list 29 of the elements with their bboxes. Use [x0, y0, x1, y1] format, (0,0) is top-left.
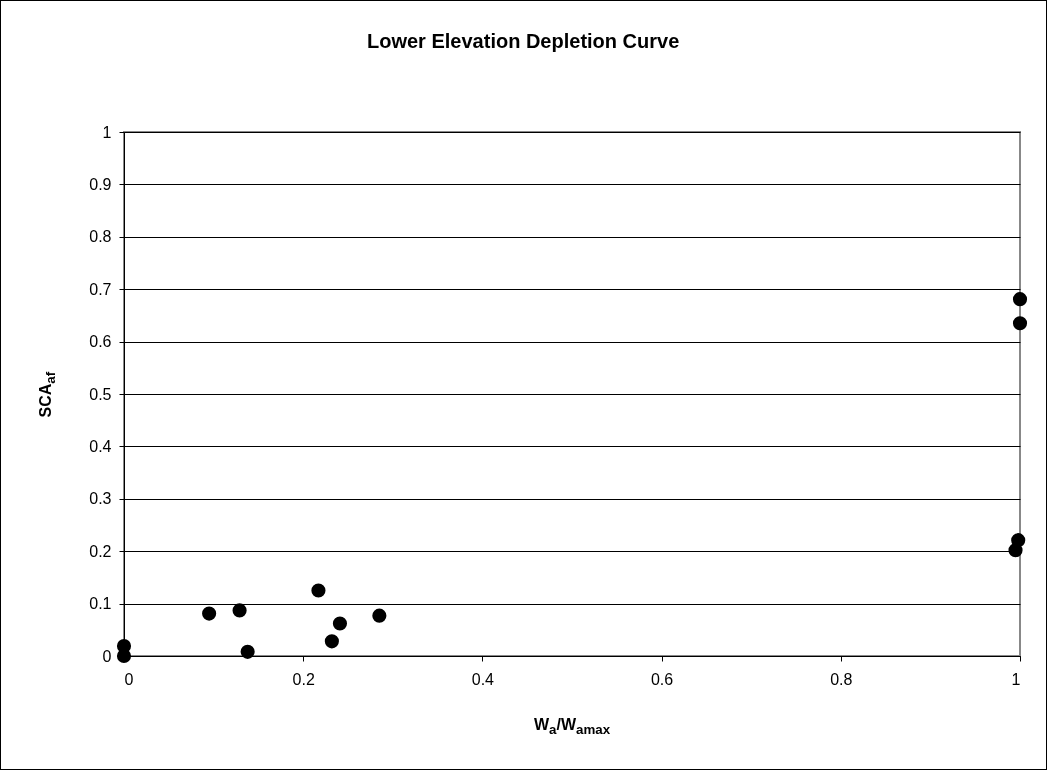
point [311, 583, 326, 598]
point [1012, 316, 1028, 331]
point [202, 606, 217, 621]
point [332, 616, 348, 631]
point [232, 603, 247, 618]
x-tick-label: 0.6 [650, 670, 674, 688]
y-tick-label: 0.2 [89, 542, 112, 560]
x-tick-label: 0.8 [830, 670, 853, 688]
y-tick-label: 0.5 [89, 385, 112, 403]
point [324, 634, 339, 649]
y-tick-label: 1 [102, 123, 112, 141]
x-tick-label: 0 [124, 670, 134, 688]
x-axis-title: W$_{a}$/W$_{amax}$ [534, 716, 611, 738]
y-tick-label: 0.4 [89, 437, 112, 455]
point [1012, 292, 1028, 307]
chart-title: Lower Elevation Depletion Curve [367, 30, 680, 53]
y-tick-label: 0.1 [89, 595, 112, 613]
y-tick-label: 0.9 [89, 175, 112, 193]
x-tick-label: 1 [1011, 670, 1021, 688]
point [372, 608, 387, 623]
y-tick-label: 0.6 [89, 333, 112, 351]
x-tick-label: 0.2 [292, 670, 315, 688]
y-tick-label: 0 [102, 647, 112, 665]
y-tick-label: 0.8 [89, 228, 112, 246]
y-tick-label: 0.7 [89, 280, 112, 298]
x-tick-label: 0.4 [471, 670, 495, 688]
point [240, 644, 255, 659]
y-tick-label: 0.3 [89, 490, 112, 508]
point [1011, 533, 1026, 548]
